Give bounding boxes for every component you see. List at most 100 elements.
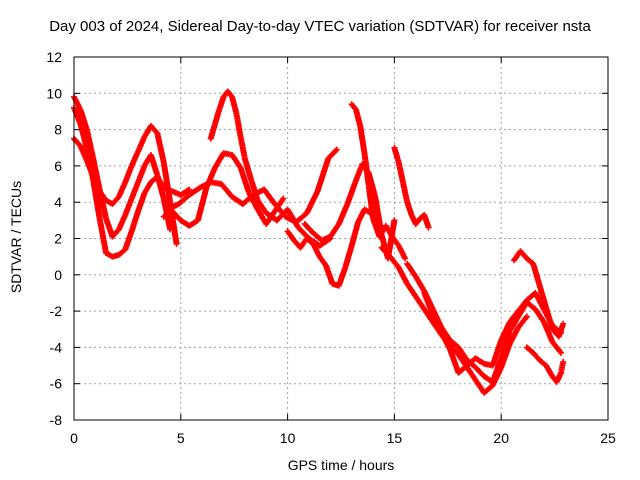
marker-run [77,122,90,150]
y-tick-label: 6 [54,158,62,174]
marker-run [122,229,135,251]
marker-run [345,179,359,206]
marker-run [430,313,444,335]
marker-run [90,179,103,220]
marker-run [84,128,96,160]
marker-run [396,160,406,184]
marker-run [456,345,470,362]
marker-run [357,124,368,155]
marker-run [490,338,504,367]
x-axis-label: GPS time / hours [287,457,395,473]
data-point [333,146,340,153]
marker-run [391,146,402,164]
marker-run [447,347,461,375]
marker-run [507,325,521,346]
marker-run [96,217,109,255]
marker-run [421,291,436,317]
data-point [425,224,432,231]
y-tick-label: 2 [54,231,62,247]
marker-run [507,309,521,324]
data-point [523,313,530,320]
y-tick-label: 0 [54,267,62,283]
marker-run [285,229,296,242]
marker-run [255,198,269,215]
marker-run [379,245,392,259]
marker-run [439,331,453,351]
marker-run [272,202,288,219]
axes: -8 -6 -4 -2 0 2 4 6 8 10 12 0 5 10 15 20 25 [46,49,616,446]
x-tick-label: 25 [600,430,616,446]
marker-run [543,306,555,331]
x-tick-label: 10 [280,430,296,446]
marker-run [518,249,529,261]
series-track-2 [71,93,174,240]
marker-run [135,191,147,213]
marker-run [170,209,183,223]
chart-title: Day 003 of 2024, Sidereal Day-to-day VTE… [49,18,591,35]
marker-run [490,356,504,384]
marker-run [336,202,350,226]
series-track-14 [511,248,567,340]
marker-run [421,213,431,229]
series-track-6 [164,146,340,226]
marker-run [400,180,410,204]
series-track-10 [391,144,432,231]
marker-run [221,89,230,99]
marker-run [390,235,401,248]
marker-run [230,153,243,170]
marker-run [328,222,341,239]
marker-run [537,284,549,309]
marker-run [238,166,252,195]
x-tick-label: 5 [177,430,185,446]
data-point [186,186,193,193]
data-point [560,358,567,365]
data-series [71,88,567,396]
marker-run [129,209,141,233]
series-track-5 [207,88,334,249]
y-axis-label: SDTVAR / TECUs [8,180,24,294]
marker-run [142,180,153,195]
series-track-9 [348,101,409,262]
y-tick-label: -2 [50,303,63,319]
marker-run [242,157,254,182]
x-tick-label: 0 [70,430,78,446]
marker-run [473,365,486,379]
marker-run [413,295,427,311]
marker-run [533,307,546,324]
data-point [167,226,174,233]
marker-run [177,193,191,206]
marker-run [241,193,256,206]
marker-run [418,213,426,221]
marker-run [103,217,115,239]
marker-run [71,95,83,111]
marker-run [311,242,322,259]
marker-run [474,356,486,366]
marker-run [304,189,320,215]
marker-run [187,185,202,197]
marker-run [187,218,200,228]
marker-run [448,338,461,350]
data-point [402,255,409,262]
marker-run [294,211,309,224]
data-point [560,320,567,327]
marker-run [315,157,331,193]
y-tick-label: 8 [54,122,62,138]
marker-run [405,262,418,279]
marker-run [179,187,191,197]
marker-run [229,95,239,115]
marker-run [237,135,248,160]
marker-run [104,250,114,259]
y-tick-label: -4 [50,339,63,355]
grid [74,57,608,420]
marker-run [550,340,563,355]
marker-run [413,216,422,226]
marker-run [366,184,376,220]
marker-run [405,282,418,299]
y-tick-label: -8 [50,412,63,428]
marker-run [507,315,521,333]
y-tick-label: -6 [50,376,63,392]
y-tick-label: 12 [46,49,62,65]
marker-run [396,266,410,286]
marker-run [326,147,339,161]
marker-run [531,351,542,362]
